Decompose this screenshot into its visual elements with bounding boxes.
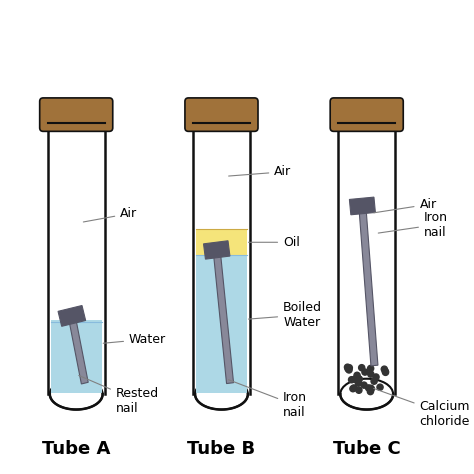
Circle shape bbox=[346, 365, 352, 371]
Circle shape bbox=[359, 365, 365, 371]
Text: Iron
nail: Iron nail bbox=[228, 380, 307, 419]
FancyBboxPatch shape bbox=[340, 123, 393, 396]
Circle shape bbox=[383, 368, 389, 374]
FancyBboxPatch shape bbox=[51, 320, 102, 393]
Circle shape bbox=[350, 386, 356, 392]
Circle shape bbox=[352, 376, 358, 383]
Circle shape bbox=[351, 385, 357, 391]
Text: Oil: Oil bbox=[248, 236, 300, 249]
Ellipse shape bbox=[340, 379, 393, 410]
Circle shape bbox=[348, 377, 355, 383]
Circle shape bbox=[362, 369, 368, 375]
Circle shape bbox=[345, 364, 351, 370]
Circle shape bbox=[371, 378, 377, 384]
Circle shape bbox=[356, 376, 362, 382]
FancyBboxPatch shape bbox=[40, 98, 113, 131]
Text: Tube C: Tube C bbox=[333, 440, 401, 458]
Text: Tube A: Tube A bbox=[42, 440, 110, 458]
Circle shape bbox=[367, 365, 374, 372]
Circle shape bbox=[368, 371, 374, 377]
Polygon shape bbox=[68, 312, 88, 384]
Text: Water: Water bbox=[103, 333, 166, 346]
Ellipse shape bbox=[195, 379, 248, 410]
Ellipse shape bbox=[50, 379, 103, 410]
Circle shape bbox=[356, 376, 362, 382]
Text: Rested
nail: Rested nail bbox=[79, 375, 159, 415]
Circle shape bbox=[373, 374, 379, 380]
FancyBboxPatch shape bbox=[196, 254, 247, 393]
Polygon shape bbox=[358, 202, 378, 366]
Circle shape bbox=[345, 366, 351, 372]
Circle shape bbox=[381, 366, 387, 372]
Text: Tube B: Tube B bbox=[187, 440, 255, 458]
Circle shape bbox=[361, 382, 367, 388]
Circle shape bbox=[368, 385, 374, 392]
Text: Air: Air bbox=[228, 165, 292, 178]
Circle shape bbox=[367, 389, 374, 395]
FancyBboxPatch shape bbox=[330, 98, 403, 131]
Polygon shape bbox=[58, 306, 86, 326]
Polygon shape bbox=[349, 197, 375, 215]
Circle shape bbox=[365, 385, 372, 391]
FancyBboxPatch shape bbox=[196, 229, 247, 255]
Circle shape bbox=[356, 387, 362, 393]
Text: Air: Air bbox=[374, 198, 437, 213]
Polygon shape bbox=[213, 246, 234, 383]
Circle shape bbox=[356, 380, 362, 386]
Polygon shape bbox=[203, 241, 230, 259]
Circle shape bbox=[383, 369, 389, 375]
Text: Calcium
chloride: Calcium chloride bbox=[374, 389, 470, 428]
Circle shape bbox=[354, 372, 360, 378]
Text: Iron
nail: Iron nail bbox=[378, 210, 448, 239]
Circle shape bbox=[368, 386, 374, 392]
Circle shape bbox=[377, 384, 383, 390]
FancyBboxPatch shape bbox=[195, 123, 248, 396]
FancyBboxPatch shape bbox=[50, 123, 103, 396]
Text: Boiled
Water: Boiled Water bbox=[248, 301, 322, 329]
Circle shape bbox=[346, 367, 352, 373]
FancyBboxPatch shape bbox=[185, 98, 258, 131]
Text: Air: Air bbox=[83, 207, 137, 222]
